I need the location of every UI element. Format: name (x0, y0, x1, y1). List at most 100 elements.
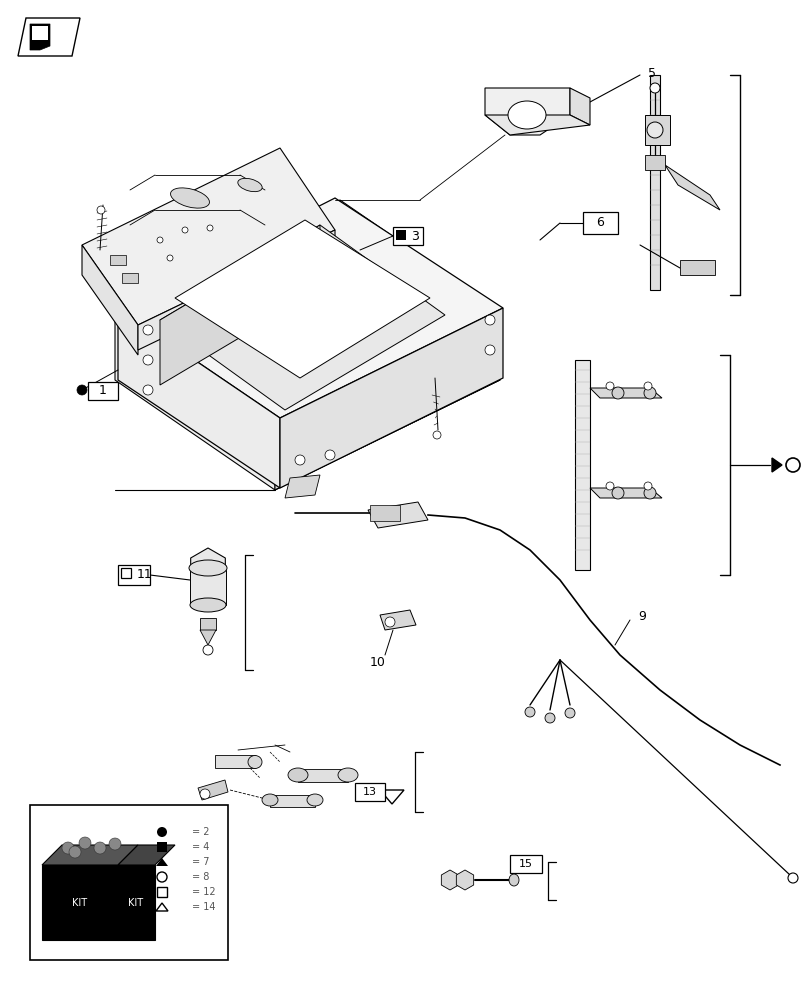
Circle shape (605, 382, 613, 390)
Circle shape (787, 873, 797, 883)
Ellipse shape (238, 178, 262, 192)
Polygon shape (138, 230, 335, 350)
Text: 6: 6 (595, 217, 603, 230)
Circle shape (564, 708, 574, 718)
Text: 3: 3 (410, 230, 418, 242)
Polygon shape (380, 610, 415, 630)
Circle shape (200, 789, 210, 799)
Circle shape (62, 842, 74, 854)
Ellipse shape (170, 188, 209, 208)
Ellipse shape (337, 768, 358, 782)
Ellipse shape (189, 560, 227, 576)
Bar (644, 155, 664, 170)
Polygon shape (590, 388, 661, 398)
Polygon shape (82, 245, 138, 355)
Text: = 4: = 4 (191, 842, 209, 852)
Bar (157, 842, 167, 852)
Bar (509, 855, 541, 873)
Text: KIT: KIT (72, 898, 88, 908)
Polygon shape (198, 780, 228, 800)
Bar (644, 115, 669, 145)
Polygon shape (484, 115, 590, 135)
Circle shape (157, 237, 163, 243)
Ellipse shape (508, 101, 545, 129)
Circle shape (643, 487, 655, 499)
Polygon shape (569, 88, 590, 125)
Bar (396, 230, 406, 240)
Circle shape (643, 382, 651, 390)
Text: = 2: = 2 (191, 827, 209, 837)
Polygon shape (160, 225, 320, 385)
Bar (109, 255, 126, 265)
Circle shape (484, 345, 495, 355)
Circle shape (69, 846, 81, 858)
Ellipse shape (508, 874, 518, 886)
Circle shape (646, 122, 663, 138)
Text: 10: 10 (370, 656, 385, 670)
Circle shape (525, 707, 534, 717)
Circle shape (649, 83, 659, 93)
Text: 15: 15 (518, 859, 532, 869)
Polygon shape (275, 310, 500, 490)
Circle shape (167, 255, 173, 261)
Circle shape (97, 206, 105, 214)
Circle shape (544, 713, 554, 723)
Circle shape (79, 837, 91, 849)
Circle shape (94, 842, 106, 854)
Bar (582, 212, 617, 234)
Circle shape (157, 827, 167, 837)
Circle shape (785, 458, 799, 472)
Ellipse shape (307, 794, 323, 806)
Polygon shape (115, 200, 500, 420)
Polygon shape (590, 488, 661, 498)
Polygon shape (82, 148, 335, 325)
Polygon shape (771, 458, 781, 472)
Polygon shape (18, 18, 80, 56)
Text: 11: 11 (137, 568, 152, 582)
Polygon shape (118, 308, 280, 488)
Polygon shape (30, 24, 50, 50)
Ellipse shape (247, 756, 262, 768)
Circle shape (77, 385, 87, 395)
Bar (679, 260, 714, 275)
Text: KIT: KIT (128, 898, 144, 908)
Text: 13: 13 (363, 787, 376, 797)
Circle shape (611, 387, 623, 399)
Polygon shape (156, 858, 168, 866)
Ellipse shape (288, 768, 307, 782)
Polygon shape (118, 845, 175, 865)
Circle shape (324, 450, 335, 460)
Polygon shape (664, 165, 719, 210)
Bar (270, 795, 315, 807)
Ellipse shape (190, 598, 225, 612)
Polygon shape (285, 475, 320, 498)
Polygon shape (160, 225, 444, 410)
Polygon shape (118, 198, 502, 418)
Bar (190, 570, 225, 605)
Text: = 8: = 8 (191, 872, 209, 882)
Polygon shape (280, 308, 502, 488)
Bar (121, 568, 131, 578)
Bar (88, 382, 118, 400)
Circle shape (298, 484, 306, 492)
Text: = 14: = 14 (191, 902, 215, 912)
Polygon shape (649, 75, 659, 290)
Circle shape (203, 645, 212, 655)
Circle shape (143, 325, 152, 335)
Bar (298, 769, 348, 782)
Circle shape (611, 487, 623, 499)
Circle shape (643, 482, 651, 490)
Text: 1: 1 (99, 384, 107, 397)
Bar (393, 227, 423, 245)
Polygon shape (367, 502, 427, 528)
Circle shape (605, 482, 613, 490)
Ellipse shape (262, 794, 277, 806)
Polygon shape (42, 845, 138, 865)
Circle shape (432, 431, 440, 439)
Circle shape (207, 225, 212, 231)
Text: = 7: = 7 (191, 857, 209, 867)
Text: = 12: = 12 (191, 887, 216, 897)
Polygon shape (42, 865, 118, 940)
Circle shape (143, 385, 152, 395)
Circle shape (182, 227, 188, 233)
